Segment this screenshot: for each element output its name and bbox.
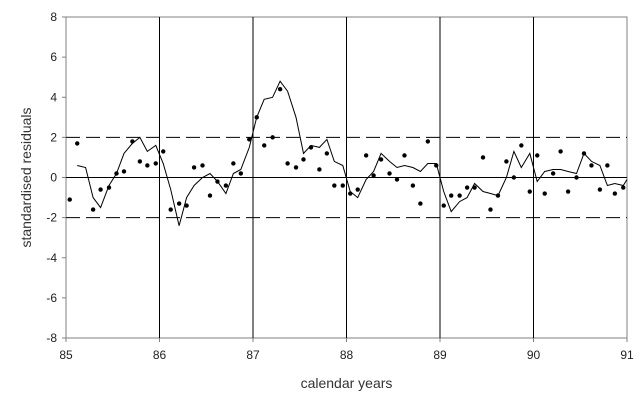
residual-point	[519, 143, 524, 148]
residual-point	[67, 197, 72, 202]
residual-point	[550, 171, 556, 176]
residual-point	[293, 165, 299, 170]
residual-point	[161, 149, 166, 154]
y-tick-label: -2	[46, 211, 57, 225]
residual-point	[247, 137, 252, 142]
residual-point	[207, 193, 213, 198]
residual-point	[98, 187, 103, 192]
residual-point	[348, 191, 353, 196]
residual-point	[434, 163, 439, 168]
y-tick-label: 4	[50, 90, 57, 104]
residual-point	[378, 157, 384, 162]
residual-point	[495, 193, 501, 198]
residual-point	[301, 157, 306, 162]
residual-point	[184, 203, 189, 208]
residual-point	[581, 151, 587, 156]
x-tick-label: 90	[527, 348, 541, 362]
residual-point	[394, 177, 400, 182]
residual-point	[621, 185, 626, 190]
fitted-line	[77, 80, 628, 226]
residual-point	[535, 153, 540, 158]
residual-point	[106, 185, 112, 190]
residual-point	[418, 201, 423, 206]
residual-point	[565, 189, 571, 194]
residual-point	[75, 141, 80, 146]
residual-point	[130, 139, 135, 144]
residual-point	[542, 191, 547, 196]
x-tick-label: 91	[620, 348, 634, 362]
residual-point	[332, 183, 337, 188]
residual-point	[449, 193, 454, 198]
residual-point	[480, 155, 486, 160]
residual-point	[371, 173, 376, 178]
residual-point	[574, 175, 579, 180]
residual-point	[215, 179, 220, 184]
residual-point	[605, 163, 610, 168]
residual-point	[589, 163, 594, 168]
residual-point	[200, 163, 205, 168]
y-tick-label: 0	[50, 171, 57, 185]
residual-point	[558, 149, 563, 154]
residual-point	[191, 165, 197, 170]
residual-point	[457, 193, 462, 198]
residual-point	[285, 161, 290, 166]
x-tick-label: 89	[433, 348, 447, 362]
y-tick-label: -4	[46, 251, 57, 265]
y-tick-label: -8	[46, 331, 57, 345]
residual-point	[231, 161, 236, 166]
x-tick-label: 88	[340, 348, 354, 362]
residual-point	[176, 201, 182, 206]
residual-point	[597, 187, 603, 192]
residual-point	[410, 183, 416, 188]
residual-point	[277, 87, 283, 92]
residual-point	[504, 159, 509, 164]
y-tick-label: 2	[50, 130, 57, 144]
residual-point	[137, 159, 143, 164]
residual-point	[441, 203, 446, 208]
residual-point	[612, 191, 618, 196]
residual-point	[145, 163, 150, 168]
residual-point	[527, 189, 532, 194]
x-tick-label: 86	[153, 348, 167, 362]
residual-point	[121, 169, 127, 174]
residual-point	[153, 161, 158, 166]
residual-point	[114, 171, 119, 176]
x-axis-title: calendar years	[301, 375, 393, 391]
residual-point	[472, 185, 477, 190]
residual-point	[488, 207, 493, 212]
residual-point	[464, 185, 470, 190]
y-tick-label: 8	[50, 10, 57, 24]
residual-point	[324, 151, 330, 156]
residual-point	[254, 115, 259, 120]
residual-point	[363, 153, 369, 158]
residual-point	[402, 153, 407, 158]
residual-point	[317, 167, 322, 172]
y-axis-title: standardised residuals	[18, 107, 34, 247]
residual-point	[355, 187, 360, 192]
residual-point	[90, 207, 96, 212]
y-tick-label: -6	[46, 291, 57, 305]
residual-point	[238, 171, 244, 176]
residual-point	[511, 175, 517, 180]
y-tick-label: 6	[50, 50, 57, 64]
x-tick-label: 87	[246, 348, 260, 362]
residual-point	[425, 139, 431, 144]
residual-point	[387, 171, 392, 176]
residual-point	[262, 143, 267, 148]
x-tick-label: 85	[59, 348, 73, 362]
residual-point	[308, 145, 314, 150]
residual-point	[168, 207, 173, 212]
residual-point	[340, 183, 345, 188]
residual-point	[223, 183, 229, 188]
residual-point	[270, 135, 275, 140]
